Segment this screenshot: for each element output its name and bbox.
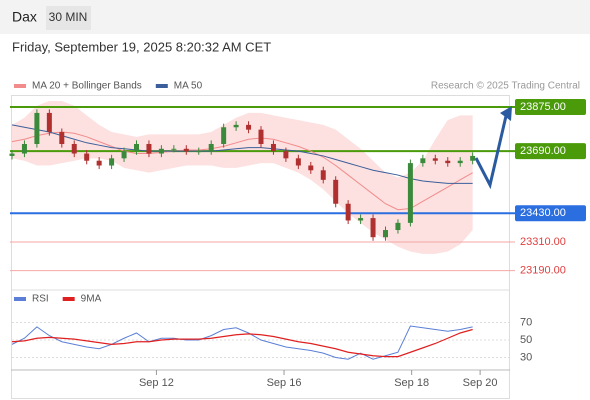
rsi-tick-label: 70 [520, 316, 532, 328]
candle-body [171, 148, 177, 150]
legend-swatch [62, 297, 75, 301]
level-label: 23310.00 [520, 236, 566, 248]
candle-body [134, 143, 139, 152]
candle-body [358, 218, 364, 221]
candle-body [221, 127, 227, 144]
candle-body [196, 151, 202, 153]
level-label: 23430.00 [520, 207, 566, 219]
level-label: 23190.00 [520, 265, 566, 277]
level-label-box [515, 205, 586, 222]
candle-body [246, 124, 252, 130]
rsi-line [11, 325, 473, 360]
rsi-tick-label: 30 [520, 351, 532, 363]
candle-body [96, 160, 102, 166]
legend-label: RSI [32, 294, 49, 305]
legend-label: MA 20 + Bollinger Bands [32, 81, 142, 92]
level-label-box [515, 143, 586, 160]
x-tick-label: Sep 18 [394, 377, 429, 389]
candle-body [183, 148, 189, 152]
legend-swatch [14, 84, 26, 88]
candle-body [9, 153, 15, 156]
rsi-tick-label: 50 [520, 334, 532, 346]
candle-body [470, 155, 476, 161]
timeframe[interactable]: 30 MIN [49, 10, 88, 24]
legend-swatch [155, 84, 168, 88]
source: Research © 2025 Trading Central [431, 81, 580, 92]
forecast-arrowhead [500, 106, 512, 121]
candle-body [208, 143, 214, 152]
candle-body [345, 203, 351, 221]
candle-body [295, 158, 301, 166]
header-bar [0, 0, 590, 34]
candle-body [445, 160, 451, 164]
candle-body [395, 222, 401, 231]
candle-body [71, 143, 77, 154]
x-tick-label: Sep 16 [267, 377, 302, 389]
candle-body [407, 163, 413, 223]
candle-body [59, 132, 65, 144]
candle-body [457, 160, 463, 164]
level-label: 23875.00 [520, 101, 566, 113]
candle-body [270, 143, 276, 152]
ma20-line [11, 131, 473, 211]
candle-body [158, 148, 164, 154]
candle-body [308, 165, 314, 171]
forecast-arrow [474, 115, 508, 190]
candle-body [420, 158, 426, 164]
bollinger-band [12, 100, 473, 254]
legend-label: 9MA [81, 294, 102, 305]
candle-body [34, 112, 40, 144]
level-label-box [515, 98, 586, 115]
timestamp: Friday, September 19, 2025 8:20:32 AM CE… [12, 39, 271, 54]
timeframe-box[interactable] [46, 6, 91, 30]
candle-body [258, 129, 264, 144]
candle-body [46, 112, 52, 133]
candle-body [383, 230, 388, 238]
rsi-line [11, 328, 473, 358]
ma50-line [11, 124, 473, 184]
level-label: 23690.00 [520, 145, 566, 157]
instrument: Dax [12, 9, 37, 25]
candle-body [370, 218, 376, 238]
candle-body [146, 143, 152, 154]
x-tick-label: Sep 12 [139, 377, 174, 389]
candle-body [320, 170, 326, 180]
candle-body [233, 124, 239, 128]
candle-body [333, 179, 339, 204]
candle-body [21, 143, 27, 154]
x-tick-label: Sep 20 [463, 377, 498, 389]
candle-body [109, 158, 115, 166]
candle-body [84, 153, 90, 161]
candle-body [283, 151, 289, 159]
candle-body [432, 158, 438, 161]
legend-label: MA 50 [174, 81, 203, 92]
candle-body [121, 151, 127, 159]
frame [11, 95, 510, 399]
legend-swatch [14, 297, 26, 301]
